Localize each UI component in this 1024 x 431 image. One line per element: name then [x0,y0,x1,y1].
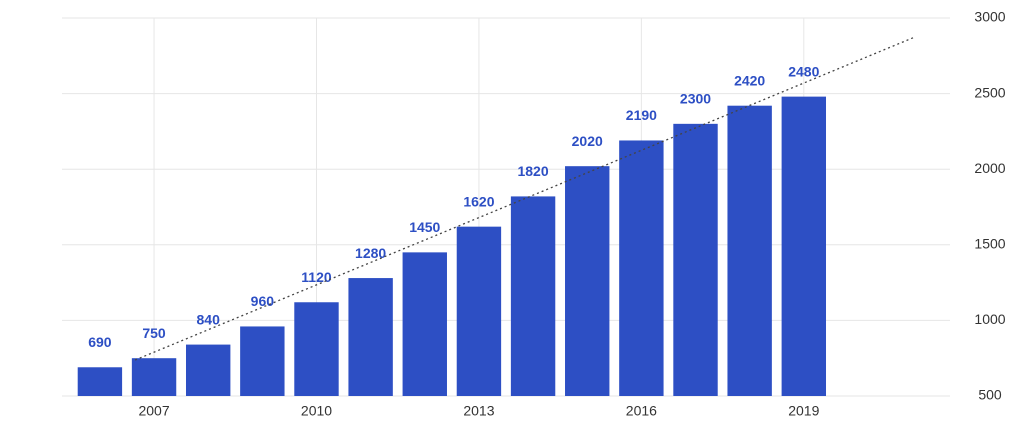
y-tick-label: 1500 [974,236,1005,252]
y-tick-label: 1000 [974,311,1005,327]
bar [294,302,339,396]
bar [456,226,502,396]
bar [185,344,231,396]
value-label: 2190 [626,107,657,123]
value-label: 1120 [301,269,332,285]
value-label: 690 [88,334,112,350]
bar [619,140,664,396]
bar [727,105,772,397]
bar [348,278,393,396]
value-label: 2480 [788,63,819,79]
x-tick-label: 2010 [301,403,332,419]
bar [510,196,556,396]
bar [673,123,718,396]
bar [402,252,447,396]
y-tick-label: 3000 [974,9,1005,25]
bar [77,367,123,396]
value-label: 1280 [355,245,386,261]
value-label: 750 [142,325,166,341]
bar [240,326,285,396]
value-label: 840 [197,311,221,327]
x-tick-label: 2007 [138,403,169,419]
trend-line [134,36,916,361]
value-label: 2020 [572,133,603,149]
bar [781,96,827,397]
y-tick-label: 2500 [974,84,1005,100]
value-label: 1450 [409,219,440,235]
x-tick-label: 2019 [788,403,819,419]
value-label: 1820 [517,163,548,179]
y-tick-label: 500 [978,387,1002,403]
bar [565,166,610,396]
x-tick-label: 2016 [626,403,657,419]
value-label: 1620 [463,193,494,209]
y-tick-label: 2000 [974,160,1005,176]
value-label: 2420 [734,72,765,88]
value-label: 960 [251,293,275,309]
bar [131,358,177,396]
x-tick-label: 2013 [463,403,494,419]
value-label: 2300 [680,91,711,107]
